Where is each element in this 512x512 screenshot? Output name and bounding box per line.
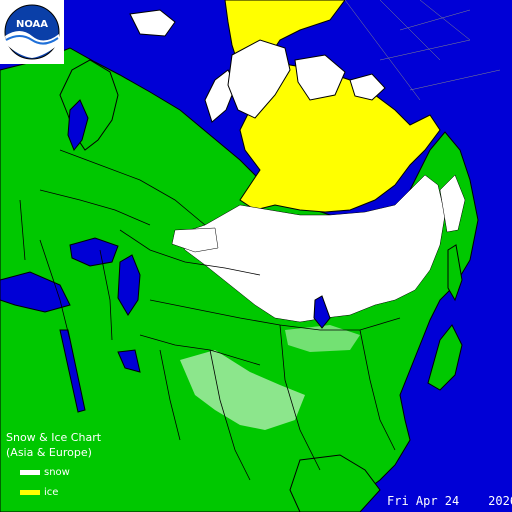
lake-baikal (313, 295, 331, 329)
land-southeast-asia (289, 454, 381, 512)
legend-subtitle: (Asia & Europe) (6, 446, 92, 459)
legend-title: Snow & Ice Chart (6, 431, 102, 444)
snow-kamchatka (439, 174, 466, 233)
legend-label-snow: snow (44, 466, 70, 478)
graticule (344, 0, 501, 101)
snow-mongolia (285, 325, 360, 352)
sea-red (59, 329, 86, 413)
land-sakhalin (447, 244, 463, 302)
snow-tibet (180, 350, 305, 430)
snow-swatch (20, 469, 40, 475)
legend-item-ice: ice (20, 486, 58, 498)
chart-date: Fri Apr 24 2026 (387, 494, 512, 508)
sea-black (69, 237, 119, 267)
noaa-logo-icon: NOAA (4, 4, 60, 60)
snow-greenland (227, 39, 291, 119)
legend-item-snow: snow (20, 466, 70, 478)
snow-europe-north (171, 227, 219, 253)
snow-arctic-islands (294, 54, 346, 101)
sea-baltic (67, 99, 89, 151)
sea-caspian (117, 254, 141, 316)
sea-mediterranean (0, 271, 71, 313)
sea-persian-gulf (117, 349, 141, 373)
snow-siberia (174, 174, 446, 323)
ice-swatch (20, 489, 40, 495)
snow-north-islands (349, 73, 386, 101)
snow-svalbard (129, 9, 176, 37)
land-japan (427, 324, 463, 391)
country-borders (19, 149, 401, 481)
noaa-logo-text: NOAA (16, 19, 48, 30)
noaa-logo: NOAA (0, 0, 64, 64)
legend-label-ice: ice (44, 486, 59, 498)
